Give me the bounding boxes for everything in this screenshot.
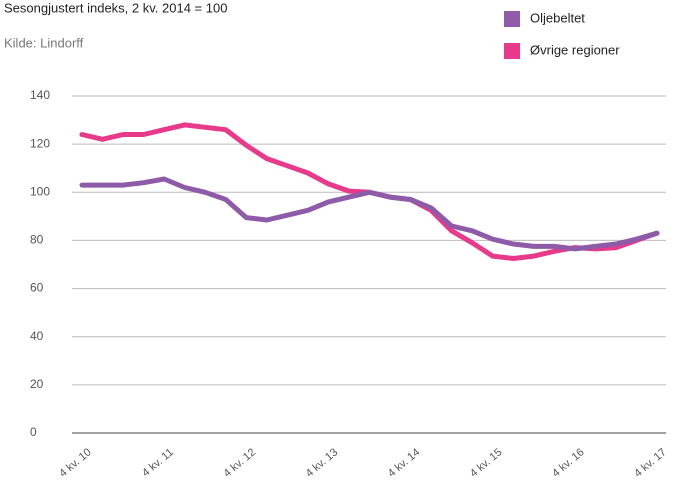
x-tick-label: 4 kv. 14 [386, 446, 423, 479]
y-tick-label: 80 [30, 233, 44, 247]
chart-subtitle: Kilde: Lindorff [4, 35, 84, 50]
y-tick-label: 140 [30, 88, 50, 102]
x-tick-label: 4 kv. 16 [550, 446, 587, 479]
x-tick-label: 4 kv. 17 [632, 446, 669, 479]
x-tick-label: 4 kv. 15 [468, 446, 505, 479]
legend-label: Øvrige regioner [530, 42, 620, 57]
line-series [79, 176, 660, 252]
legend-swatch [504, 43, 520, 59]
x-tick-label: 4 kv. 11 [140, 446, 176, 479]
y-tick-label: 60 [30, 281, 44, 295]
y-tick-label: 40 [30, 329, 44, 343]
x-tick-label: 4 kv. 10 [57, 446, 94, 479]
y-tick-label: 0 [30, 425, 37, 439]
x-tick-label: 4 kv. 13 [304, 446, 341, 479]
chart-title: Sesongjustert indeks, 2 kv. 2014 = 100 [4, 0, 227, 15]
y-tick-label: 120 [30, 136, 50, 150]
x-tick-label: 4 kv. 12 [221, 446, 258, 479]
legend-label: Oljebeltet [530, 10, 585, 25]
y-tick-label: 100 [30, 184, 50, 198]
legend-swatch [504, 11, 520, 27]
y-tick-label: 20 [30, 377, 44, 391]
